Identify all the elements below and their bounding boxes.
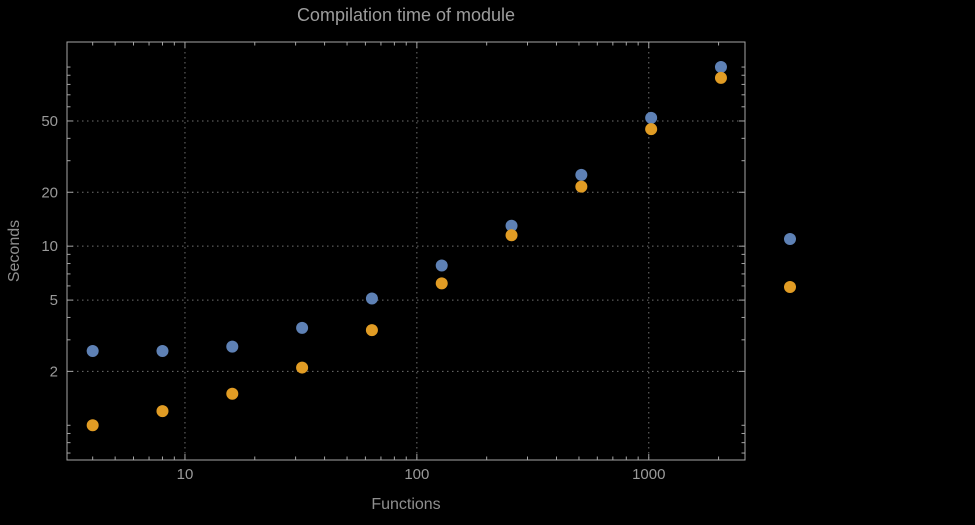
x-tick-label: 1000 — [632, 466, 665, 483]
legend-marker-series-blue — [784, 233, 796, 245]
series-blue-point — [435, 259, 448, 272]
series-blue-point — [505, 219, 518, 232]
series-blue-point — [365, 292, 378, 305]
series-orange-point — [226, 387, 239, 400]
series-blue-point — [645, 111, 658, 124]
plot-frame — [66, 41, 746, 461]
series-orange-point — [435, 277, 448, 290]
y-tick-label: 20 — [41, 184, 58, 201]
y-tick-label: 50 — [41, 113, 58, 130]
y-tick-label: 10 — [41, 238, 58, 255]
series-orange-point — [86, 419, 99, 432]
y-tick-label: 2 — [50, 363, 58, 380]
series-blue-point — [156, 344, 169, 357]
x-tick-label: 100 — [404, 466, 429, 483]
series-orange-point — [296, 361, 309, 374]
x-axis-label: Functions — [371, 496, 441, 513]
chart-title: Compilation time of module — [296, 5, 516, 25]
series-orange-point — [714, 71, 727, 84]
series-orange-point — [365, 324, 378, 337]
series-orange-point — [156, 405, 169, 418]
series-blue-point — [226, 340, 239, 353]
series-orange-point — [645, 123, 658, 136]
series-blue-point — [575, 168, 588, 181]
series-blue-point — [714, 61, 727, 74]
legend-marker-series-orange — [784, 281, 796, 293]
x-tick-label: 10 — [177, 466, 194, 483]
series-blue-point — [86, 344, 99, 357]
series-orange-point — [505, 229, 518, 242]
series-orange-point — [575, 180, 588, 193]
y-tick-label: 5 — [50, 292, 58, 309]
series-blue-point — [296, 321, 309, 334]
